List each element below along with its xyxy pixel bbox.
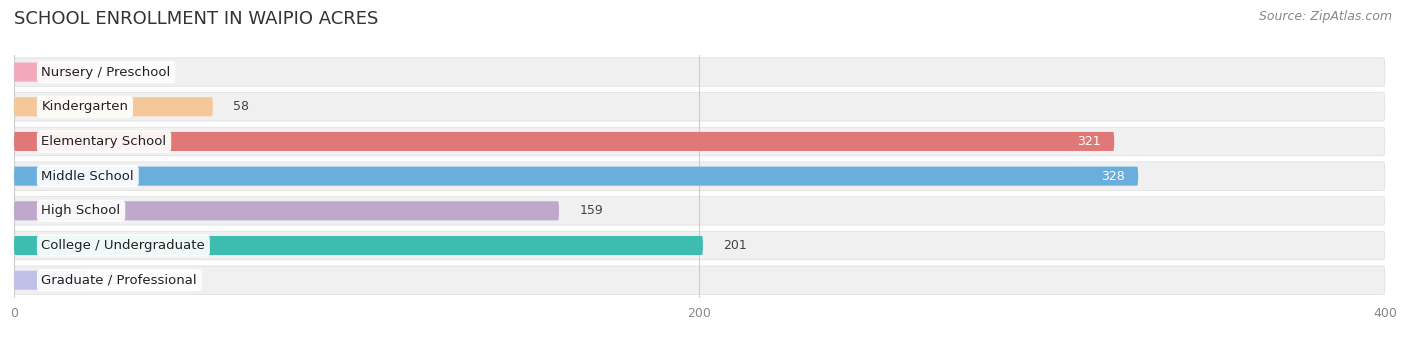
- Text: Kindergarten: Kindergarten: [42, 100, 128, 113]
- Text: 321: 321: [1077, 135, 1101, 148]
- Text: 328: 328: [1101, 170, 1125, 183]
- FancyBboxPatch shape: [14, 197, 1385, 225]
- Text: 58: 58: [233, 100, 249, 113]
- FancyBboxPatch shape: [14, 271, 86, 290]
- Text: 20: 20: [103, 66, 120, 79]
- Text: 21: 21: [107, 274, 122, 287]
- FancyBboxPatch shape: [14, 132, 1114, 151]
- FancyBboxPatch shape: [14, 236, 703, 255]
- Text: 159: 159: [579, 204, 603, 217]
- Text: High School: High School: [42, 204, 121, 217]
- FancyBboxPatch shape: [14, 167, 1139, 186]
- Text: Elementary School: Elementary School: [42, 135, 166, 148]
- Text: Source: ZipAtlas.com: Source: ZipAtlas.com: [1258, 10, 1392, 23]
- Text: Middle School: Middle School: [42, 170, 134, 183]
- FancyBboxPatch shape: [14, 127, 1385, 156]
- FancyBboxPatch shape: [14, 63, 83, 82]
- Text: SCHOOL ENROLLMENT IN WAIPIO ACRES: SCHOOL ENROLLMENT IN WAIPIO ACRES: [14, 10, 378, 28]
- Text: Nursery / Preschool: Nursery / Preschool: [42, 66, 170, 79]
- Text: College / Undergraduate: College / Undergraduate: [42, 239, 205, 252]
- Text: 201: 201: [724, 239, 747, 252]
- FancyBboxPatch shape: [14, 231, 1385, 260]
- FancyBboxPatch shape: [14, 93, 1385, 121]
- FancyBboxPatch shape: [14, 97, 212, 116]
- FancyBboxPatch shape: [14, 162, 1385, 190]
- Text: Graduate / Professional: Graduate / Professional: [42, 274, 197, 287]
- FancyBboxPatch shape: [14, 266, 1385, 294]
- FancyBboxPatch shape: [14, 201, 560, 220]
- FancyBboxPatch shape: [14, 58, 1385, 86]
